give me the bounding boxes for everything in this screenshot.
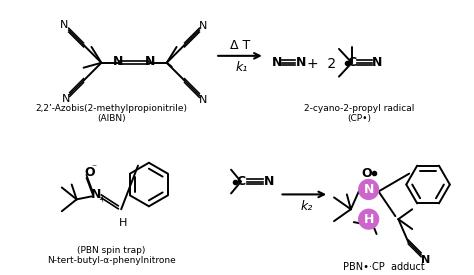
Circle shape bbox=[359, 180, 379, 199]
Text: N: N bbox=[364, 183, 374, 196]
Text: N: N bbox=[145, 55, 155, 68]
Text: (AIBN): (AIBN) bbox=[97, 114, 126, 123]
Text: N: N bbox=[264, 175, 274, 188]
Text: (PBN spin trap): (PBN spin trap) bbox=[77, 246, 146, 255]
Text: N: N bbox=[62, 94, 70, 104]
Text: N: N bbox=[272, 56, 282, 69]
Text: O: O bbox=[361, 167, 372, 180]
Text: (CP•): (CP•) bbox=[347, 114, 371, 123]
Text: N: N bbox=[91, 188, 101, 201]
Text: N: N bbox=[113, 55, 123, 68]
Text: O: O bbox=[84, 166, 95, 179]
Text: 2-cyano-2-propyl radical: 2-cyano-2-propyl radical bbox=[303, 104, 414, 113]
Text: +  2: + 2 bbox=[307, 57, 337, 71]
Text: ⁻: ⁻ bbox=[91, 164, 96, 174]
Text: k₂: k₂ bbox=[300, 200, 312, 213]
Text: N-tert-butyl-α-phenylnitrone: N-tert-butyl-α-phenylnitrone bbox=[47, 256, 176, 265]
Text: H: H bbox=[119, 218, 128, 228]
Text: N: N bbox=[199, 21, 208, 31]
Text: H: H bbox=[364, 213, 374, 226]
Text: +: + bbox=[98, 195, 105, 204]
Text: C: C bbox=[347, 56, 356, 69]
Circle shape bbox=[359, 209, 379, 229]
Text: N: N bbox=[60, 20, 68, 30]
Text: C: C bbox=[237, 175, 246, 188]
Text: PBN•·CP  adduct: PBN•·CP adduct bbox=[343, 262, 424, 272]
Text: N: N bbox=[199, 95, 208, 105]
Text: k₁: k₁ bbox=[236, 61, 248, 74]
Text: N: N bbox=[372, 56, 382, 69]
Text: N: N bbox=[421, 255, 431, 265]
Text: Δ T: Δ T bbox=[230, 39, 250, 53]
Text: N: N bbox=[296, 56, 307, 69]
Text: 2,2’-Azobis(2-methylpropionitrile): 2,2’-Azobis(2-methylpropionitrile) bbox=[35, 104, 187, 113]
